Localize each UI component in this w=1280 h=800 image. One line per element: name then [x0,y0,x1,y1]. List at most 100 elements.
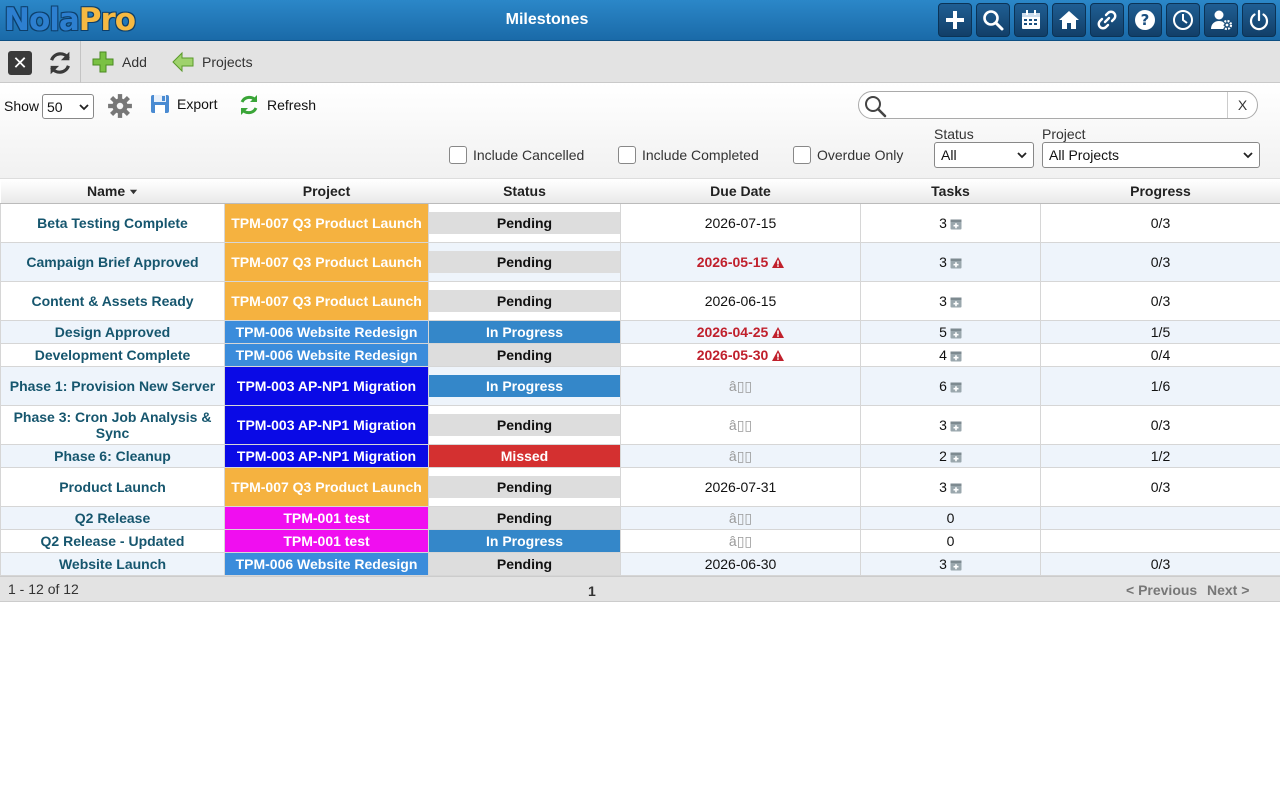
milestone-name-cell[interactable]: Design Approved [0,319,225,344]
project-cell[interactable]: TPM-006 Website Redesign [224,319,429,344]
add-task-icon[interactable] [950,482,962,494]
gear-icon[interactable] [107,93,133,119]
add-task-icon[interactable] [950,350,962,362]
add-task-icon[interactable] [950,218,962,230]
milestone-name-cell[interactable]: Product Launch [0,466,225,507]
checkbox-box[interactable] [449,146,467,164]
status-filter-select[interactable]: All [934,142,1034,168]
table-body: Beta Testing Complete TPM-007 Q3 Product … [0,202,1280,576]
milestone-name-cell[interactable]: Phase 1: Provision New Server [0,365,225,406]
project-cell[interactable]: TPM-007 Q3 Product Launch [224,202,429,243]
nolapro-logo[interactable]: Nola Pro [4,1,136,39]
export-button[interactable]: Export [150,94,217,114]
progress-cell: 0/4 [1040,342,1280,367]
milestone-name-cell[interactable]: Website Launch [0,551,225,576]
table-row[interactable]: Q2 Release TPM-001 test Pending â▯▯ 0 [0,505,1280,530]
clock-icon[interactable] [1166,3,1200,37]
table-row[interactable]: Design Approved TPM-006 Website Redesign I… [0,319,1280,344]
column-header-project[interactable]: Project [224,180,429,204]
project-filter-select[interactable]: All Projects [1042,142,1260,168]
progress-cell: 0/3 [1040,551,1280,576]
help-icon[interactable]: ? [1128,3,1162,37]
table-row[interactable]: Phase 3: Cron Job Analysis & Sync TPM-003… [0,404,1280,445]
add-task-icon[interactable] [950,381,962,393]
include-completed-checkbox[interactable]: Include Completed [618,146,759,164]
milestone-name-cell[interactable]: Beta Testing Complete [0,202,225,243]
table-row[interactable]: Phase 1: Provision New Server TPM-003 AP-… [0,365,1280,406]
add-task-icon[interactable] [950,420,962,432]
milestone-name-cell[interactable]: Phase 3: Cron Job Analysis & Sync [0,404,225,445]
close-button[interactable]: ✕ [8,51,32,75]
project-cell[interactable]: TPM-001 test [224,505,429,530]
close-icon: ✕ [12,52,28,73]
checkbox-box[interactable] [618,146,636,164]
calendar-icon[interactable] [1014,3,1048,37]
garbled-glyph-icon: ▯▯ [736,509,753,526]
due-date-cell: 2026-05-15 [620,241,861,282]
project-cell[interactable]: TPM-007 Q3 Product Launch [224,241,429,282]
table-row[interactable]: Development Complete TPM-006 Website Rede… [0,342,1280,367]
column-header-tasks[interactable]: Tasks [860,180,1041,204]
add-task-icon[interactable] [950,451,962,463]
page-number[interactable]: 1 [588,583,596,599]
warning-icon [772,349,785,361]
previous-page-link[interactable]: < Previous [1126,582,1198,598]
refresh-button[interactable]: Refresh [236,92,316,118]
status-cell: Pending [428,551,621,576]
reload-button[interactable] [44,47,76,79]
progress-cell: 1/2 [1040,443,1280,468]
milestone-name-cell[interactable]: Q2 Release - Updated [0,528,225,553]
project-cell[interactable]: TPM-007 Q3 Product Launch [224,280,429,321]
project-cell[interactable]: TPM-001 test [224,528,429,553]
show-count-select[interactable]: 50 [42,94,94,119]
add-task-icon[interactable] [950,257,962,269]
checkbox-box[interactable] [793,146,811,164]
table-row[interactable]: Website Launch TPM-006 Website Redesign Pe… [0,551,1280,576]
home-icon[interactable] [1052,3,1086,37]
project-cell[interactable]: TPM-006 Website Redesign [224,342,429,367]
link-icon[interactable] [1090,3,1124,37]
warning-icon [772,326,785,338]
chevron-down-icon [79,103,89,110]
project-cell[interactable]: TPM-003 AP-NP1 Migration [224,365,429,406]
milestone-name-cell[interactable]: Development Complete [0,342,225,367]
add-task-icon[interactable] [950,327,962,339]
column-header-name[interactable]: Name [0,180,225,204]
milestone-name-cell[interactable]: Content & Assets Ready [0,280,225,321]
search-clear-button[interactable]: X [1227,92,1257,118]
search-icon[interactable] [976,3,1010,37]
project-cell[interactable]: TPM-007 Q3 Product Launch [224,466,429,507]
milestone-name-cell[interactable]: Campaign Brief Approved [0,241,225,282]
include-cancelled-checkbox[interactable]: Include Cancelled [449,146,584,164]
project-cell[interactable]: TPM-003 AP-NP1 Migration [224,404,429,445]
projects-button[interactable]: Projects [172,51,253,73]
table-row[interactable]: Product Launch TPM-007 Q3 Product Launch P… [0,466,1280,507]
power-icon[interactable] [1242,3,1276,37]
column-header-due-date[interactable]: Due Date [620,180,861,204]
user-settings-icon[interactable] [1204,3,1238,37]
table-row[interactable]: Content & Assets Ready TPM-007 Q3 Product… [0,280,1280,321]
next-page-link[interactable]: Next > [1207,582,1250,598]
project-cell[interactable]: TPM-006 Website Redesign [224,551,429,576]
add-task-icon[interactable] [950,296,962,308]
progress-cell: 0/3 [1040,280,1280,321]
logo-text-nola: Nola [4,2,80,38]
column-header-progress[interactable]: Progress [1040,180,1280,204]
milestone-name-cell[interactable]: Phase 6: Cleanup [0,443,225,468]
add-button[interactable]: Add [92,51,147,73]
overdue-only-checkbox[interactable]: Overdue Only [793,146,903,164]
table-row[interactable]: Campaign Brief Approved TPM-007 Q3 Produc… [0,241,1280,282]
column-header-status[interactable]: Status [428,180,621,204]
table-row[interactable]: Q2 Release - Updated TPM-001 test In Progr… [0,528,1280,553]
status-badge: Pending [429,343,620,366]
table-row[interactable]: Phase 6: Cleanup TPM-003 AP-NP1 Migration… [0,443,1280,468]
search-box: X [858,91,1258,119]
plus-icon[interactable] [938,3,972,37]
table-header-row: Name Project Status Due Date Tasks Progr… [0,180,1280,204]
due-date-value: 2026-07-15 [704,214,777,231]
table-row[interactable]: Beta Testing Complete TPM-007 Q3 Product … [0,202,1280,243]
milestone-name-cell[interactable]: Q2 Release [0,505,225,530]
search-input[interactable] [889,95,1227,115]
add-task-icon[interactable] [950,559,962,571]
project-cell[interactable]: TPM-003 AP-NP1 Migration [224,443,429,468]
